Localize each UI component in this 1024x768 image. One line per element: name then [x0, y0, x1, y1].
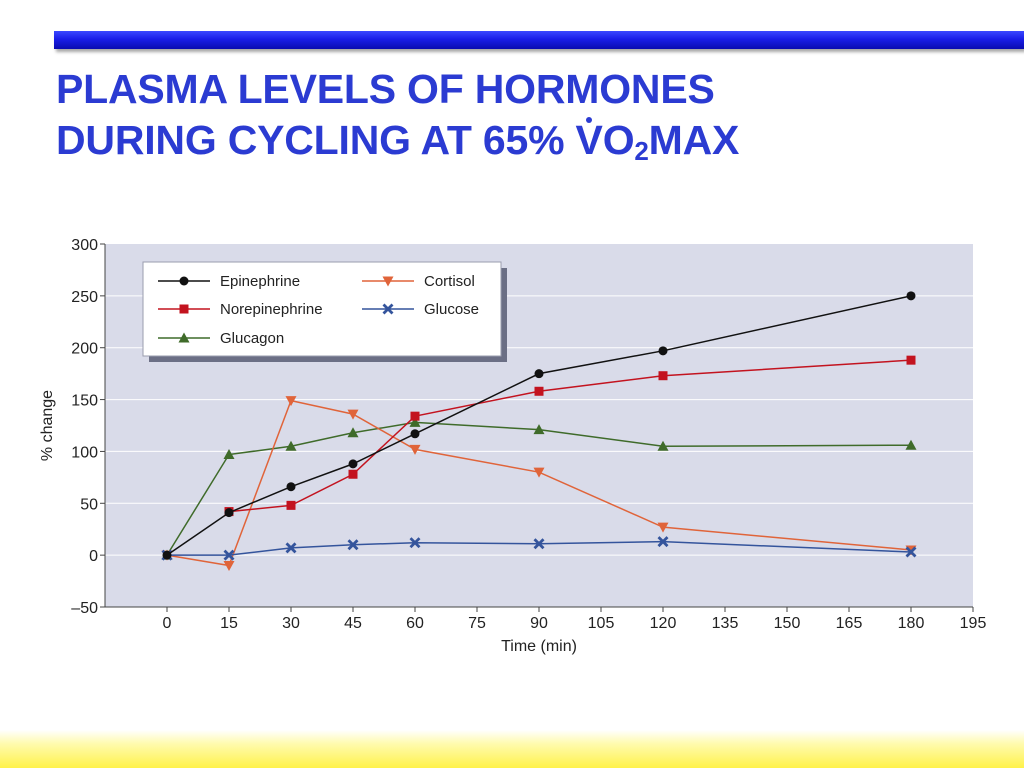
data-point	[409, 537, 421, 549]
data-point	[906, 291, 916, 301]
data-point	[285, 440, 297, 451]
data-point	[285, 542, 297, 554]
y-tick-label: 50	[80, 496, 98, 513]
data-point	[410, 411, 420, 421]
top-accent-bar	[54, 31, 1024, 49]
x-tick-label: 180	[898, 615, 925, 632]
x-tick-label: 105	[588, 615, 615, 632]
data-point	[410, 429, 420, 439]
series-line	[167, 540, 912, 556]
data-point	[533, 467, 545, 478]
series-epinephrine	[162, 291, 916, 560]
y-tick-label: 100	[71, 444, 98, 461]
data-point	[534, 369, 544, 379]
legend-marker	[178, 332, 190, 343]
bottom-accent-bar	[0, 730, 1024, 768]
data-point	[347, 409, 359, 420]
data-point	[223, 561, 235, 572]
x-tick-label: 135	[712, 615, 739, 632]
data-point	[223, 449, 235, 460]
title-line-1: PLASMA LEVELS OF HORMONES	[56, 66, 715, 112]
data-point	[347, 427, 359, 438]
data-point	[347, 539, 359, 551]
series-line	[166, 399, 912, 567]
legend-item-norepinephrine: Norepinephrine	[158, 301, 323, 318]
legend-item-glucagon: Glucagon	[158, 330, 284, 347]
x-tick-label: 90	[530, 615, 548, 632]
data-point	[658, 346, 668, 356]
data-point	[534, 386, 544, 396]
title-line-2-text: DURING CYCLING AT 65%	[56, 117, 576, 163]
y-tick-label: 150	[71, 393, 98, 410]
legend-marker	[382, 303, 394, 315]
data-point	[348, 459, 358, 469]
legend-item-epinephrine: Epinephrine	[158, 273, 300, 290]
x-tick-label: 0	[163, 615, 172, 632]
x-tick-label: 195	[960, 615, 987, 632]
y-tick-label: –50	[71, 600, 98, 617]
data-point	[285, 396, 297, 407]
x-tick-label: 165	[836, 615, 863, 632]
data-point	[657, 522, 669, 533]
legend-label: Glucose	[424, 301, 479, 318]
y-tick-label: 200	[71, 341, 98, 358]
legend-label: Cortisol	[424, 273, 475, 290]
data-point	[906, 355, 916, 365]
title-max: MAX	[648, 117, 740, 163]
data-point	[657, 440, 669, 451]
legend-marker	[179, 304, 189, 314]
data-point	[533, 538, 545, 550]
legend-marker	[382, 276, 394, 287]
data-point	[905, 439, 917, 450]
x-tick-label: 150	[774, 615, 801, 632]
y-axis-label: % change	[39, 390, 56, 461]
legend: Epinephrine Cortisol Norepinephrine Glucose…	[142, 261, 507, 362]
data-point	[658, 371, 668, 381]
y-tick-label: 300	[71, 237, 98, 254]
data-point	[409, 416, 421, 427]
x-axis-label: Time (min)	[501, 638, 577, 655]
legend-marker	[179, 276, 189, 286]
data-point	[348, 469, 358, 479]
legend-item-cortisol: Cortisol	[362, 273, 475, 290]
title-v-dot: V	[576, 115, 603, 166]
series-line	[166, 295, 912, 556]
legend-label: Norepinephrine	[220, 301, 323, 318]
data-point	[533, 424, 545, 435]
x-tick-label: 45	[344, 615, 362, 632]
legend-label: Epinephrine	[220, 273, 300, 290]
series-glucagon	[161, 416, 917, 560]
legend-item-glucose: Glucose	[362, 301, 479, 318]
data-point	[409, 444, 421, 455]
y-tick-label: 0	[89, 548, 98, 565]
data-point	[162, 550, 172, 560]
x-tick-label: 75	[468, 615, 486, 632]
x-tick-label: 60	[406, 615, 424, 632]
title-subscript: 2	[634, 136, 649, 166]
x-tick-label: 120	[650, 615, 677, 632]
y-tick-label: 250	[71, 289, 98, 306]
data-point	[905, 546, 917, 558]
title-o: O	[602, 117, 635, 163]
slide-title: PLASMA LEVELS OF HORMONES DURING CYCLING …	[56, 64, 739, 166]
data-point	[657, 536, 669, 548]
x-tick-label: 15	[220, 615, 238, 632]
data-point	[223, 549, 235, 561]
data-point	[286, 482, 296, 492]
series-line	[166, 421, 912, 556]
data-point	[224, 508, 234, 518]
legend-label: Glucagon	[220, 330, 284, 347]
data-point	[286, 500, 296, 510]
x-tick-label: 30	[282, 615, 300, 632]
